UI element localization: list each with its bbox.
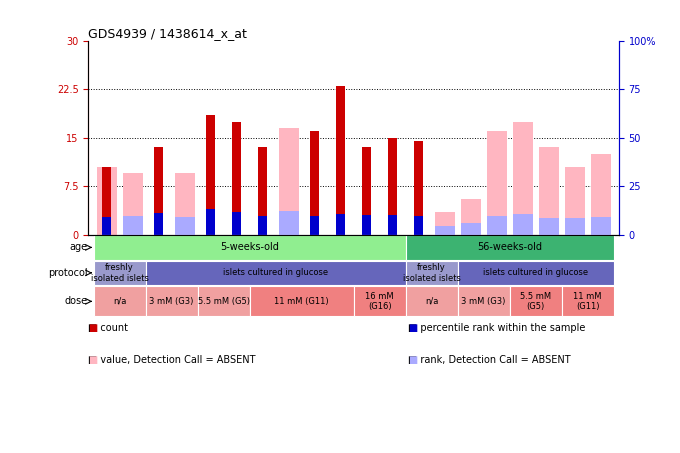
Bar xyxy=(122,173,143,235)
Text: ■ count: ■ count xyxy=(88,323,129,333)
Bar xyxy=(513,214,532,235)
Text: 3 mM (G3): 3 mM (G3) xyxy=(150,297,194,306)
Bar xyxy=(564,218,585,235)
Text: islets cultured in glucose: islets cultured in glucose xyxy=(483,268,588,277)
Bar xyxy=(336,86,345,235)
Bar xyxy=(146,286,198,317)
Bar xyxy=(405,286,458,317)
Text: ■ percentile rank within the sample: ■ percentile rank within the sample xyxy=(408,323,585,333)
Text: 16 mM
(G16): 16 mM (G16) xyxy=(365,292,394,311)
Bar xyxy=(487,216,507,235)
Bar xyxy=(591,154,611,235)
Bar xyxy=(458,286,509,317)
Text: 11 mM (G11): 11 mM (G11) xyxy=(274,297,329,306)
Bar xyxy=(591,217,611,235)
Bar xyxy=(562,286,613,317)
Bar xyxy=(362,215,371,235)
Text: ■: ■ xyxy=(88,355,98,365)
Bar xyxy=(175,173,194,235)
Text: ■: ■ xyxy=(408,323,418,333)
Bar xyxy=(414,141,423,235)
Bar xyxy=(310,131,319,235)
Bar xyxy=(405,260,458,285)
Bar xyxy=(232,212,241,235)
Bar xyxy=(458,260,613,285)
Bar xyxy=(94,235,405,260)
Bar xyxy=(206,115,215,235)
Bar xyxy=(414,216,423,235)
Bar xyxy=(362,147,371,235)
Text: 56-weeks-old: 56-weeks-old xyxy=(477,242,542,252)
Bar xyxy=(354,286,405,317)
Text: 5.5 mM
(G5): 5.5 mM (G5) xyxy=(520,292,551,311)
Text: ■: ■ xyxy=(408,355,418,365)
Bar xyxy=(539,147,558,235)
Bar xyxy=(232,121,241,235)
Bar xyxy=(460,199,481,235)
Bar xyxy=(513,121,532,235)
Text: freshly
isolated islets: freshly isolated islets xyxy=(90,263,148,283)
Text: ■ rank, Detection Call = ABSENT: ■ rank, Detection Call = ABSENT xyxy=(408,355,571,365)
Bar xyxy=(336,214,345,235)
Bar xyxy=(388,138,397,235)
Bar xyxy=(122,216,143,235)
Bar xyxy=(94,286,146,317)
Text: 3 mM (G3): 3 mM (G3) xyxy=(462,297,506,306)
Text: ■ value, Detection Call = ABSENT: ■ value, Detection Call = ABSENT xyxy=(88,355,256,365)
Text: 5-weeks-old: 5-weeks-old xyxy=(220,242,279,252)
Bar xyxy=(146,260,405,285)
Bar xyxy=(539,218,558,235)
Bar xyxy=(94,260,146,285)
Bar xyxy=(279,212,299,235)
Bar xyxy=(206,208,215,235)
Bar xyxy=(405,235,613,260)
Bar xyxy=(154,213,163,235)
Text: dose: dose xyxy=(65,296,88,306)
Text: islets cultured in glucose: islets cultured in glucose xyxy=(223,268,328,277)
Bar xyxy=(258,147,267,235)
Bar xyxy=(435,212,455,235)
Bar xyxy=(198,286,250,317)
Bar xyxy=(175,217,194,235)
Text: ■: ■ xyxy=(88,323,98,333)
Bar xyxy=(102,217,111,235)
Bar xyxy=(388,215,397,235)
Bar xyxy=(279,128,299,235)
Bar xyxy=(154,147,163,235)
Text: n/a: n/a xyxy=(425,297,439,306)
Bar xyxy=(102,167,111,235)
Bar xyxy=(487,131,507,235)
Bar xyxy=(435,226,455,235)
Bar xyxy=(250,286,354,317)
Bar xyxy=(310,216,319,235)
Text: n/a: n/a xyxy=(113,297,126,306)
Bar xyxy=(564,167,585,235)
Bar xyxy=(97,167,116,235)
Text: 5.5 mM (G5): 5.5 mM (G5) xyxy=(198,297,250,306)
Text: 11 mM
(G11): 11 mM (G11) xyxy=(573,292,602,311)
Text: freshly
isolated islets: freshly isolated islets xyxy=(403,263,460,283)
Text: age: age xyxy=(70,242,88,252)
Bar xyxy=(258,216,267,235)
Text: GDS4939 / 1438614_x_at: GDS4939 / 1438614_x_at xyxy=(88,27,248,39)
Text: protocol: protocol xyxy=(48,268,88,278)
Bar xyxy=(509,286,562,317)
Bar xyxy=(460,223,481,235)
